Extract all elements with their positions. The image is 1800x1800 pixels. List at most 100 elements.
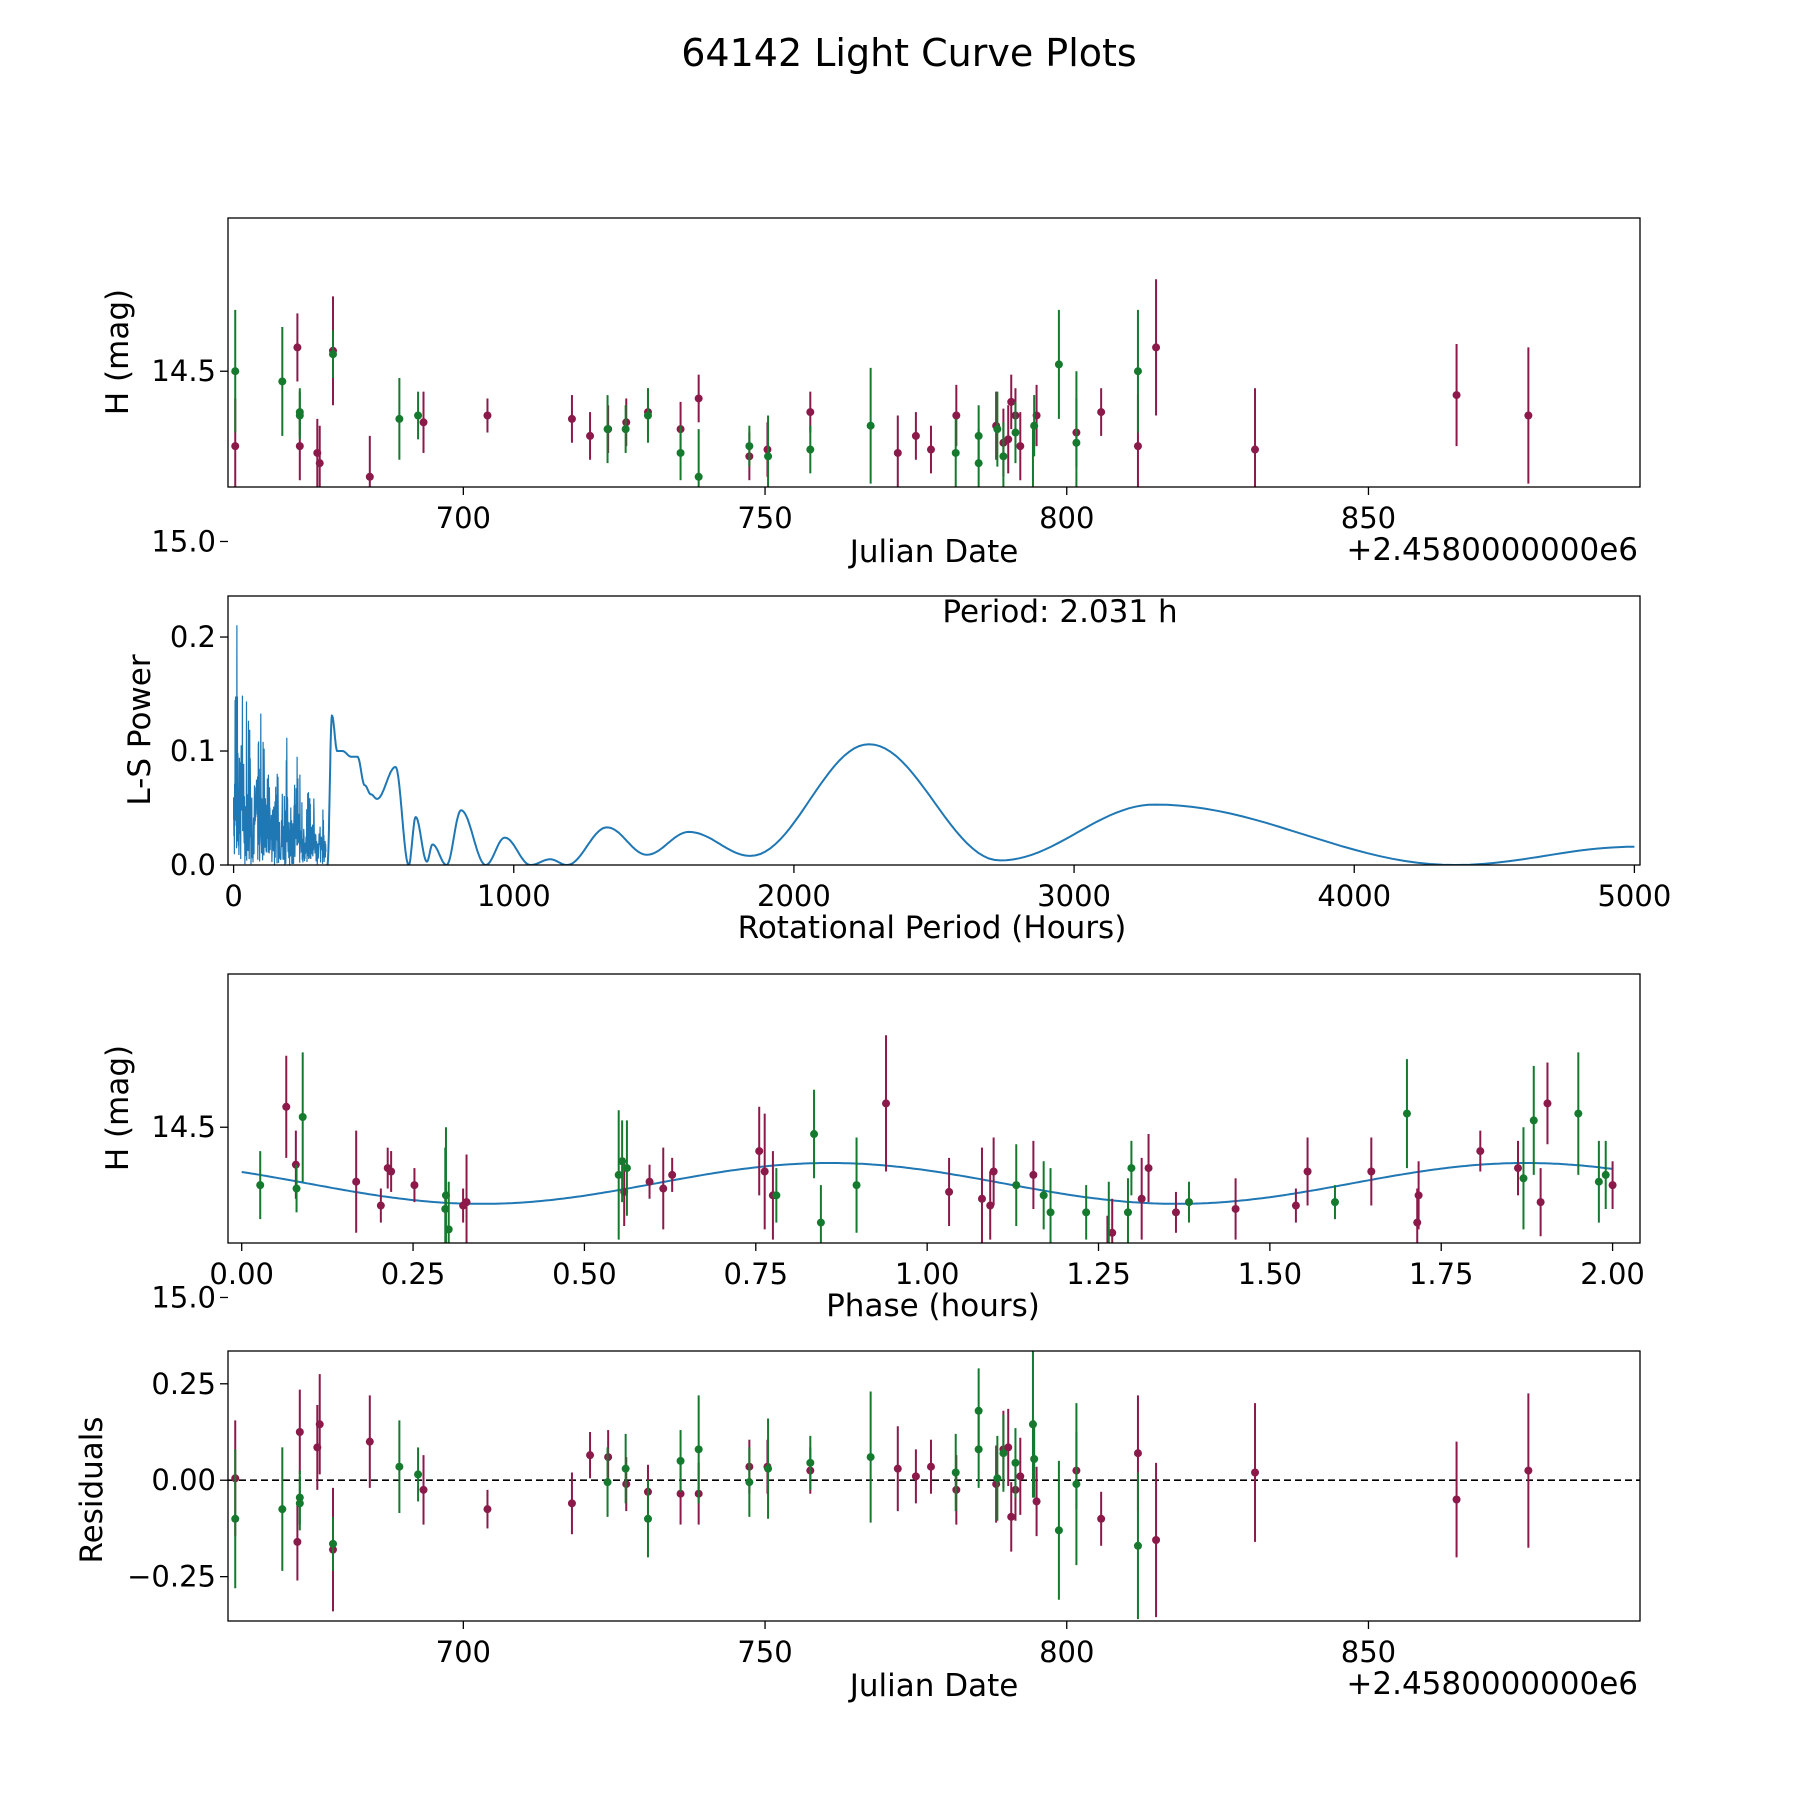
data-point [806, 445, 815, 454]
data-point [567, 1499, 576, 1508]
data-point [866, 1453, 875, 1462]
data-point [806, 408, 815, 417]
data-point [414, 411, 423, 420]
x-tick-label: 850 [1341, 1635, 1396, 1669]
x-tick-label: 3000 [1037, 879, 1111, 913]
data-point [328, 1539, 337, 1548]
data-point [694, 472, 703, 481]
data-point [444, 1225, 453, 1234]
x-tick-label: 1.25 [1066, 1257, 1131, 1291]
data-point [1011, 428, 1020, 437]
data-point [618, 1157, 627, 1166]
periodogram-noise-trace [233, 625, 327, 865]
data-point [1452, 1495, 1461, 1504]
data-point [1171, 1208, 1180, 1217]
data-point [852, 1181, 861, 1190]
data-point [893, 1464, 902, 1473]
data-point [231, 442, 240, 451]
series-filter-A [231, 279, 1640, 487]
data-point [1007, 397, 1016, 406]
data-point [986, 1201, 995, 1210]
data-point [365, 1437, 374, 1446]
residuals-ylabel: Residuals [74, 1416, 110, 1563]
data-point [643, 1514, 652, 1523]
data-point [745, 442, 754, 451]
data-point [926, 445, 935, 454]
data-point [293, 1537, 302, 1546]
data-point [974, 431, 983, 440]
data-point [951, 448, 960, 457]
data-point [483, 411, 492, 420]
series-filter-A [282, 1035, 1617, 1254]
data-point [231, 1514, 240, 1523]
x-tick-label: 800 [1039, 1635, 1094, 1669]
data-point [1012, 1181, 1021, 1190]
data-point [882, 1099, 891, 1108]
x-tick-label: 1.00 [895, 1257, 960, 1291]
data-point [1133, 1449, 1142, 1458]
data-point [926, 1462, 935, 1471]
data-point [643, 411, 652, 420]
series-filter-B [231, 309, 1142, 498]
series-filter-A [231, 1374, 1640, 1618]
x-tick-label: 0.50 [552, 1257, 617, 1291]
data-point [1133, 1541, 1142, 1550]
data-point [1103, 1246, 1111, 1254]
x-tick-label: 850 [1341, 501, 1396, 535]
x-tick-label: 700 [436, 501, 491, 535]
data-point [1029, 490, 1037, 498]
data-point [1072, 438, 1081, 447]
phased-ylabel: H (mag) [100, 1045, 136, 1171]
data-point [1402, 1109, 1411, 1118]
data-point [395, 414, 404, 423]
data-point [1108, 1228, 1117, 1237]
periodogram-panel: 0 1000 2000 3000 4000 5000 0.0 0.1 0.2 Period: 2… [122, 594, 1671, 946]
y-tick-label: 14.5 [151, 1110, 216, 1144]
data-point [764, 452, 773, 461]
data-point [410, 1181, 419, 1190]
data-point [1030, 1455, 1039, 1463]
data-point [911, 431, 920, 440]
data-point [659, 1184, 668, 1193]
data-point [1251, 445, 1260, 454]
data-point [1137, 1194, 1146, 1203]
data-point [1513, 1164, 1522, 1173]
data-point [810, 1130, 819, 1139]
y-tick-label: 0.0 [170, 848, 216, 882]
data-point [999, 1449, 1008, 1458]
light-curve-panel: 700 750 800 850 15.0 14.5 Julian Date +2.4580… [100, 217, 1641, 570]
data-point [1476, 1147, 1485, 1156]
data-point [1029, 1170, 1038, 1179]
data-point [1543, 1099, 1552, 1108]
data-point [1054, 360, 1063, 369]
data-point [1608, 1181, 1617, 1190]
light-curve-x-offset: +2.4580000000e6 [1346, 532, 1638, 568]
data-point [315, 459, 324, 468]
data-point [993, 1474, 1002, 1483]
data-point [1601, 1170, 1610, 1179]
x-tick-label: 0 [224, 879, 242, 913]
data-point [1007, 1512, 1016, 1521]
data-point [951, 1468, 960, 1477]
data-point [621, 1464, 630, 1473]
data-point [1082, 1208, 1091, 1217]
x-tick-label: 800 [1039, 501, 1094, 535]
x-tick-label: 2000 [757, 879, 831, 913]
periodogram-xlabel: Rotational Period (Hours) [738, 910, 1127, 946]
data-point [1367, 1167, 1376, 1176]
data-point [622, 1164, 631, 1173]
data-point [1413, 1218, 1422, 1227]
data-point [816, 1218, 825, 1227]
y-tick-label: −0.25 [127, 1560, 216, 1594]
data-point [911, 1472, 920, 1481]
data-point [676, 1489, 685, 1498]
data-point [694, 1445, 703, 1454]
data-point [866, 421, 875, 430]
data-point [676, 448, 685, 457]
data-point [419, 1485, 428, 1494]
data-point [295, 442, 304, 451]
data-point [1123, 1208, 1132, 1217]
data-point [414, 1470, 423, 1479]
data-point [282, 1102, 291, 1111]
data-point [1639, 1484, 1640, 1488]
